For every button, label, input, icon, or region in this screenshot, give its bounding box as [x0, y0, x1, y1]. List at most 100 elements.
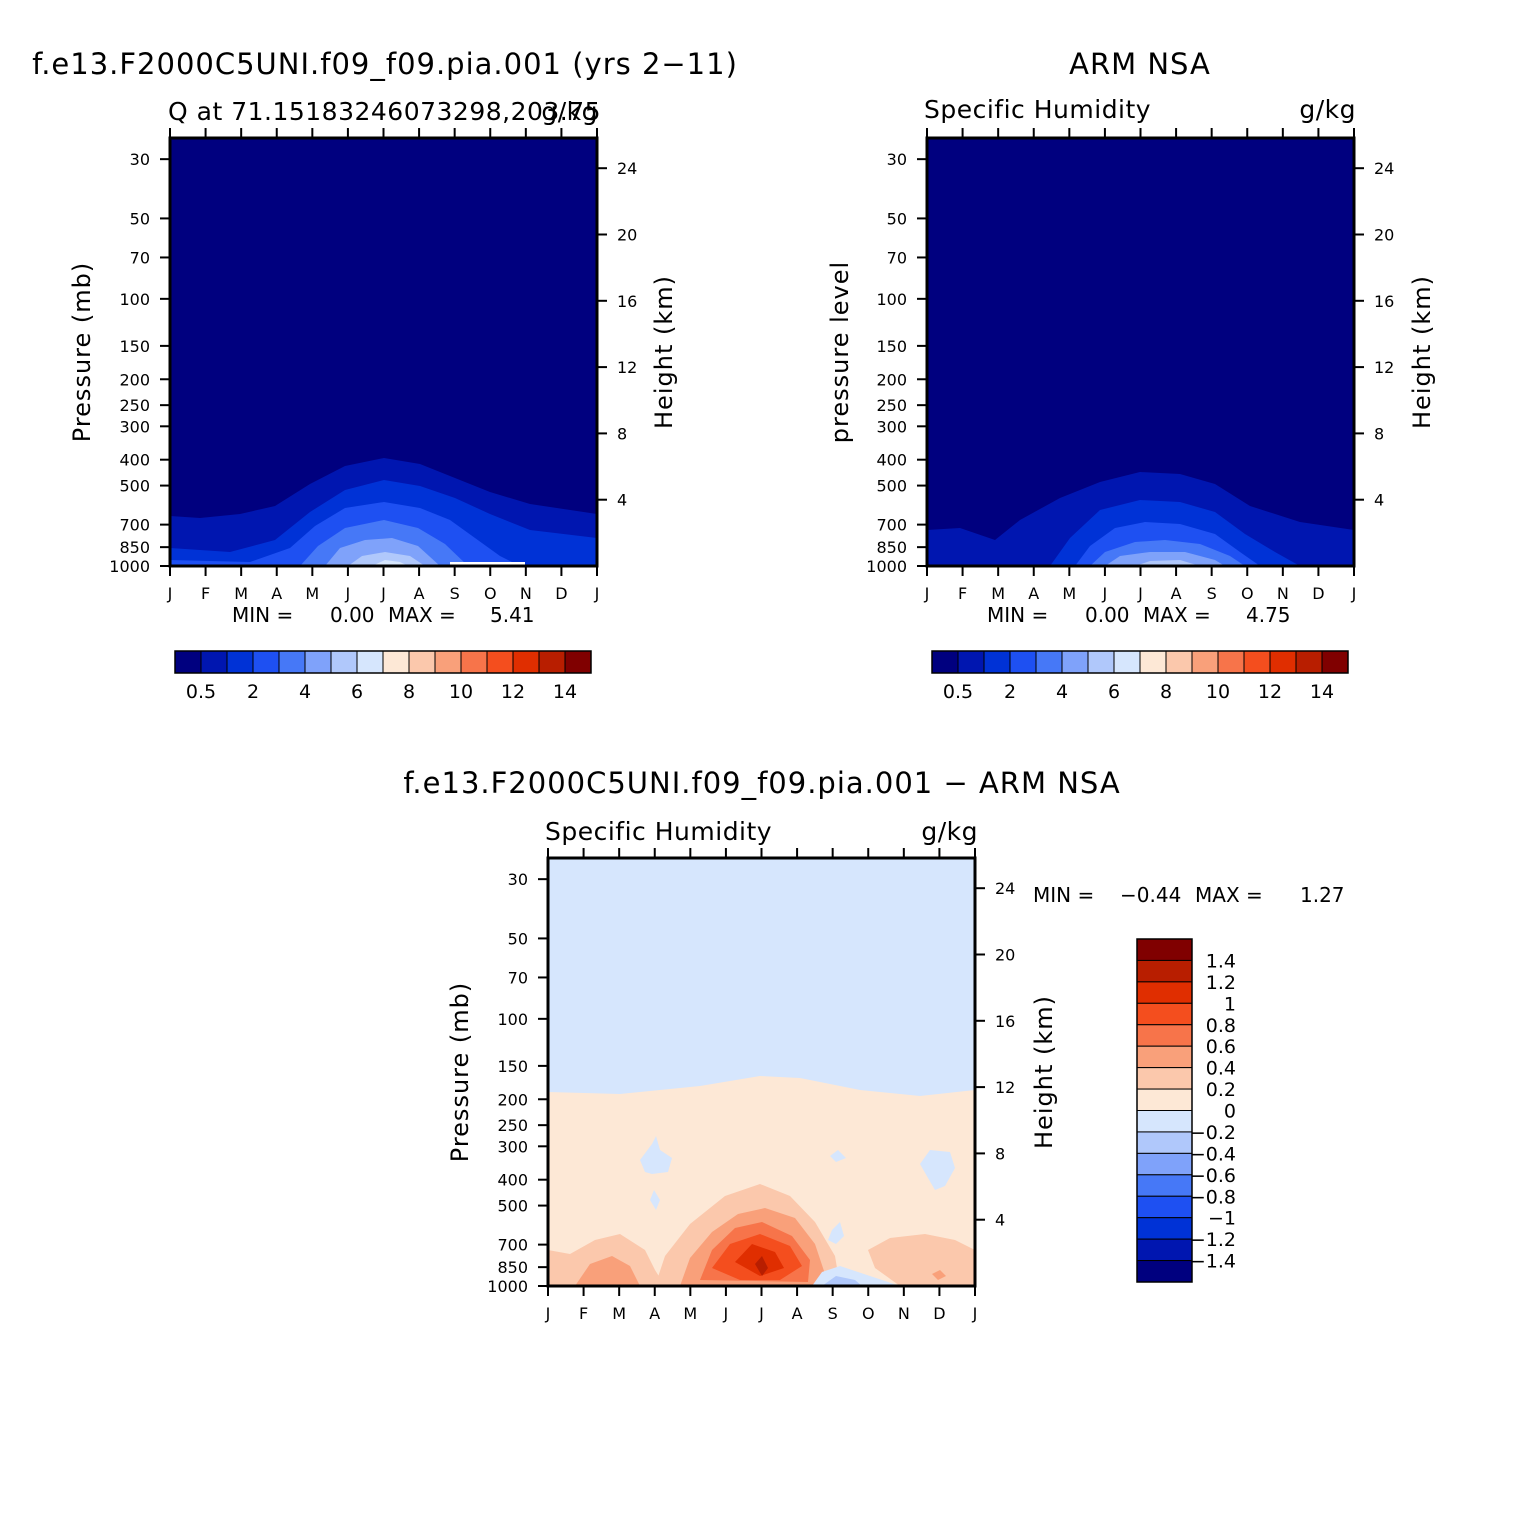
y-tick-label: 1000 [866, 557, 907, 576]
colorbar-swatch [1136, 1152, 1193, 1176]
y-tick-label: 200 [876, 370, 907, 389]
panel-diff-units: g/kg [921, 817, 978, 846]
y-tick-label: 500 [876, 477, 907, 496]
y-tick-label: 200 [119, 370, 150, 389]
colorbar-swatch [1136, 1131, 1193, 1154]
colorbar-swatch [564, 650, 592, 674]
y-right-tick-label: 4 [1374, 491, 1384, 510]
y-tick-label: 400 [876, 451, 907, 470]
stat-max-label: MAX = [1143, 603, 1211, 627]
panel-obs-colorbar: 0.5 2 4 6 8 10 12 14 [931, 650, 1349, 703]
y-right-tick-label: 12 [995, 1078, 1015, 1097]
colorbar-swatch [434, 650, 462, 674]
colorbar-swatch [512, 650, 540, 674]
panel-obs-units: g/kg [1299, 95, 1356, 124]
colorbar-label: −0.2 [1190, 1122, 1236, 1144]
x-tick-label: F [201, 584, 210, 603]
colorbar-swatch [330, 650, 358, 674]
colorbar-label: 8 [403, 681, 415, 703]
colorbar-label: 12 [501, 681, 525, 703]
y-tick-label: 300 [876, 417, 907, 436]
stat-max-value: 1.27 [1300, 883, 1345, 907]
x-tick-label: S [1207, 584, 1217, 603]
y-tick-label: 100 [119, 290, 150, 309]
colorbar-frame [1136, 938, 1193, 1283]
stat-max-value: 5.41 [490, 603, 535, 627]
panel-model-stats: MIN = 0.00 MAX = 5.41 [232, 603, 535, 627]
y-tick-label: 150 [119, 337, 150, 356]
colorbar-swatch [304, 650, 332, 674]
colorbar-swatch [460, 650, 488, 674]
x-tick-label: J [167, 584, 173, 603]
colorbar-label: −1 [1208, 1208, 1236, 1230]
colorbar-swatch [200, 650, 228, 674]
stat-min-value: 0.00 [1085, 603, 1130, 627]
y-right-tick-label: 8 [995, 1144, 1005, 1163]
colorbar-swatch [1061, 650, 1089, 674]
colorbar-swatch [1113, 650, 1141, 674]
colorbar-frame [174, 650, 592, 674]
colorbar-label: 0.8 [1206, 1015, 1236, 1037]
colorbar-swatch [278, 650, 306, 674]
x-tick-label: S [450, 584, 460, 603]
x-tick-label: J [1137, 584, 1143, 603]
x-tick-label: D [555, 584, 567, 603]
stat-min-label: MIN = [1033, 883, 1094, 907]
x-tick-label: A [1171, 584, 1182, 603]
colorbar-label: 8 [1160, 681, 1172, 703]
x-tick-label: J [1351, 584, 1357, 603]
stat-min-label: MIN = [987, 603, 1048, 627]
stat-min-value: 0.00 [330, 603, 375, 627]
y-right-tick-label: 4 [617, 491, 627, 510]
colorbar-swatch [1295, 650, 1323, 674]
y-tick-label: 500 [497, 1197, 528, 1216]
colorbar-swatch [1136, 1002, 1193, 1026]
y-tick-label: 50 [508, 929, 528, 948]
panel-obs-subtitle: Specific Humidity [924, 95, 1151, 124]
y-right-tick-label: 16 [995, 1012, 1015, 1031]
colorbar-swatch [1136, 938, 1193, 961]
x-tick-label: J [972, 1304, 978, 1323]
contour-neg-patch [920, 1150, 955, 1190]
x-tick-label: J [1102, 584, 1108, 603]
colorbar-label: −1.2 [1190, 1229, 1236, 1251]
y-tick-label: 250 [119, 396, 150, 415]
colorbar-swatch [1136, 1045, 1193, 1069]
colorbar-swatch [1136, 1217, 1193, 1240]
colorbar-label: 0.5 [186, 681, 216, 703]
y-right-tick-label: 12 [1374, 358, 1394, 377]
colorbar-label: −1.4 [1190, 1251, 1236, 1273]
colorbar-swatch [1136, 1174, 1193, 1197]
colorbar-swatch [1217, 650, 1245, 674]
colorbar-swatch [1165, 650, 1193, 674]
y-tick-label: 100 [497, 1010, 528, 1029]
colorbar-swatch [382, 650, 410, 674]
colorbar-label: 1.4 [1206, 950, 1236, 972]
colorbar-swatch [983, 650, 1011, 674]
colorbar-swatch [931, 650, 959, 674]
panel-model-ylabel: Pressure (mb) [68, 262, 96, 442]
panel-diff-subtitle: Specific Humidity [545, 817, 772, 846]
colorbar-swatch [486, 650, 514, 674]
colorbar-label: −0.6 [1190, 1165, 1236, 1187]
contour-level-pos-small [548, 1076, 975, 1286]
x-tick-label: J [723, 1304, 729, 1323]
y-tick-label: 30 [887, 150, 907, 169]
y-right-tick-label: 8 [1374, 424, 1384, 443]
x-tick-label: N [520, 584, 532, 603]
colorbar-label: −0.4 [1190, 1143, 1236, 1165]
y-tick-label: 400 [119, 451, 150, 470]
panel-model-colorbar: 0.5 2 4 6 8 10 12 14 [174, 650, 592, 703]
x-tick-label: A [271, 584, 282, 603]
y-right-tick-label: 20 [617, 226, 637, 245]
panel-obs-stats: MIN = 0.00 MAX = 4.75 [987, 603, 1291, 627]
contour-neg-patch [822, 1276, 862, 1286]
contour-level-pos-3 [575, 1256, 640, 1286]
x-tick-label: O [484, 584, 497, 603]
colorbar-label: 12 [1258, 681, 1282, 703]
colorbar-swatch [1136, 1260, 1193, 1283]
x-tick-label: S [828, 1304, 838, 1323]
colorbar-label: 2 [247, 681, 259, 703]
y-tick-label: 400 [497, 1171, 528, 1190]
colorbar-label: 6 [351, 681, 363, 703]
